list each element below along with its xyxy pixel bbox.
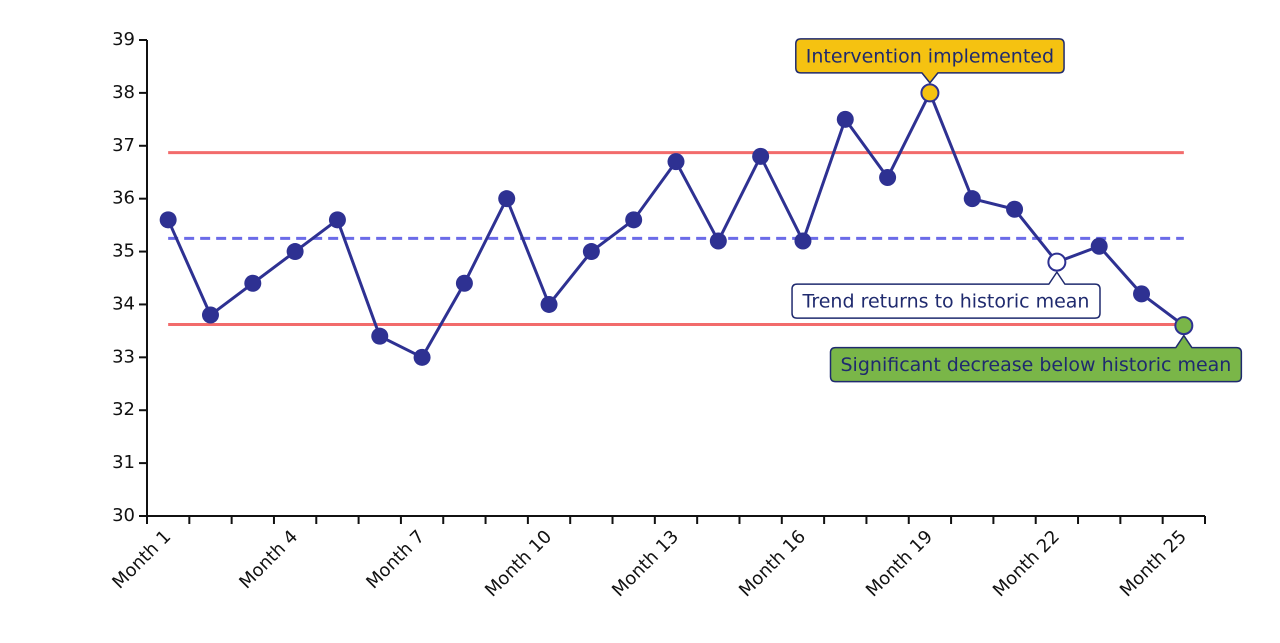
y-tick-label: 33 xyxy=(112,346,135,367)
x-tick-label: Month 19 xyxy=(862,526,937,601)
y-tick-label: 34 xyxy=(112,293,135,314)
data-point xyxy=(1006,200,1024,218)
data-point xyxy=(667,153,685,171)
annotation-box xyxy=(829,334,1243,383)
x-tick-label: Month 1 xyxy=(108,526,175,593)
x-tick-label: Month 22 xyxy=(989,526,1064,601)
x-tick-label: Month 25 xyxy=(1116,526,1191,601)
data-point xyxy=(709,232,727,250)
annotation: Trend returns to historic mean xyxy=(791,271,1101,319)
data-point xyxy=(371,327,389,345)
data-point xyxy=(244,274,262,292)
data-point xyxy=(159,211,177,229)
data-point xyxy=(879,169,897,187)
y-tick-label: 30 xyxy=(112,505,135,526)
data-point xyxy=(540,295,558,313)
data-point xyxy=(836,110,854,128)
y-tick-label: 36 xyxy=(112,188,135,209)
annotation-box xyxy=(795,38,1065,84)
data-point xyxy=(794,232,812,250)
annotation-box xyxy=(791,271,1101,319)
annotation-text: Significant decrease below historic mean xyxy=(841,354,1232,376)
y-tick-label: 39 xyxy=(112,29,135,50)
x-tick-label: Month 10 xyxy=(481,526,556,601)
x-tick-label: Month 13 xyxy=(608,526,683,601)
annotation-text: Intervention implemented xyxy=(806,45,1054,67)
data-point xyxy=(752,147,770,165)
data-point xyxy=(1133,285,1151,303)
data-point xyxy=(498,190,516,208)
y-tick-label: 38 xyxy=(112,82,135,103)
y-tick-label: 32 xyxy=(112,399,135,420)
data-point xyxy=(413,348,431,366)
data-point xyxy=(1174,316,1194,336)
x-tick-label: Month 7 xyxy=(362,526,429,593)
y-tick-label: 35 xyxy=(112,241,135,262)
annotation: Significant decrease below historic mean xyxy=(829,334,1243,383)
data-point xyxy=(201,306,219,324)
x-tick-label: Month 16 xyxy=(735,526,810,601)
data-point xyxy=(1090,237,1108,255)
y-tick-label: 31 xyxy=(112,452,135,473)
data-point xyxy=(328,211,346,229)
data-point xyxy=(1047,252,1067,272)
data-point xyxy=(625,211,643,229)
data-point xyxy=(455,274,473,292)
data-point xyxy=(963,190,981,208)
annotation: Intervention implemented xyxy=(795,38,1065,84)
data-point xyxy=(920,83,940,103)
data-point xyxy=(286,243,304,261)
data-point xyxy=(582,243,600,261)
y-tick-label: 37 xyxy=(112,135,135,156)
x-tick-label: Month 4 xyxy=(235,526,302,593)
annotation-text: Trend returns to historic mean xyxy=(802,291,1090,313)
